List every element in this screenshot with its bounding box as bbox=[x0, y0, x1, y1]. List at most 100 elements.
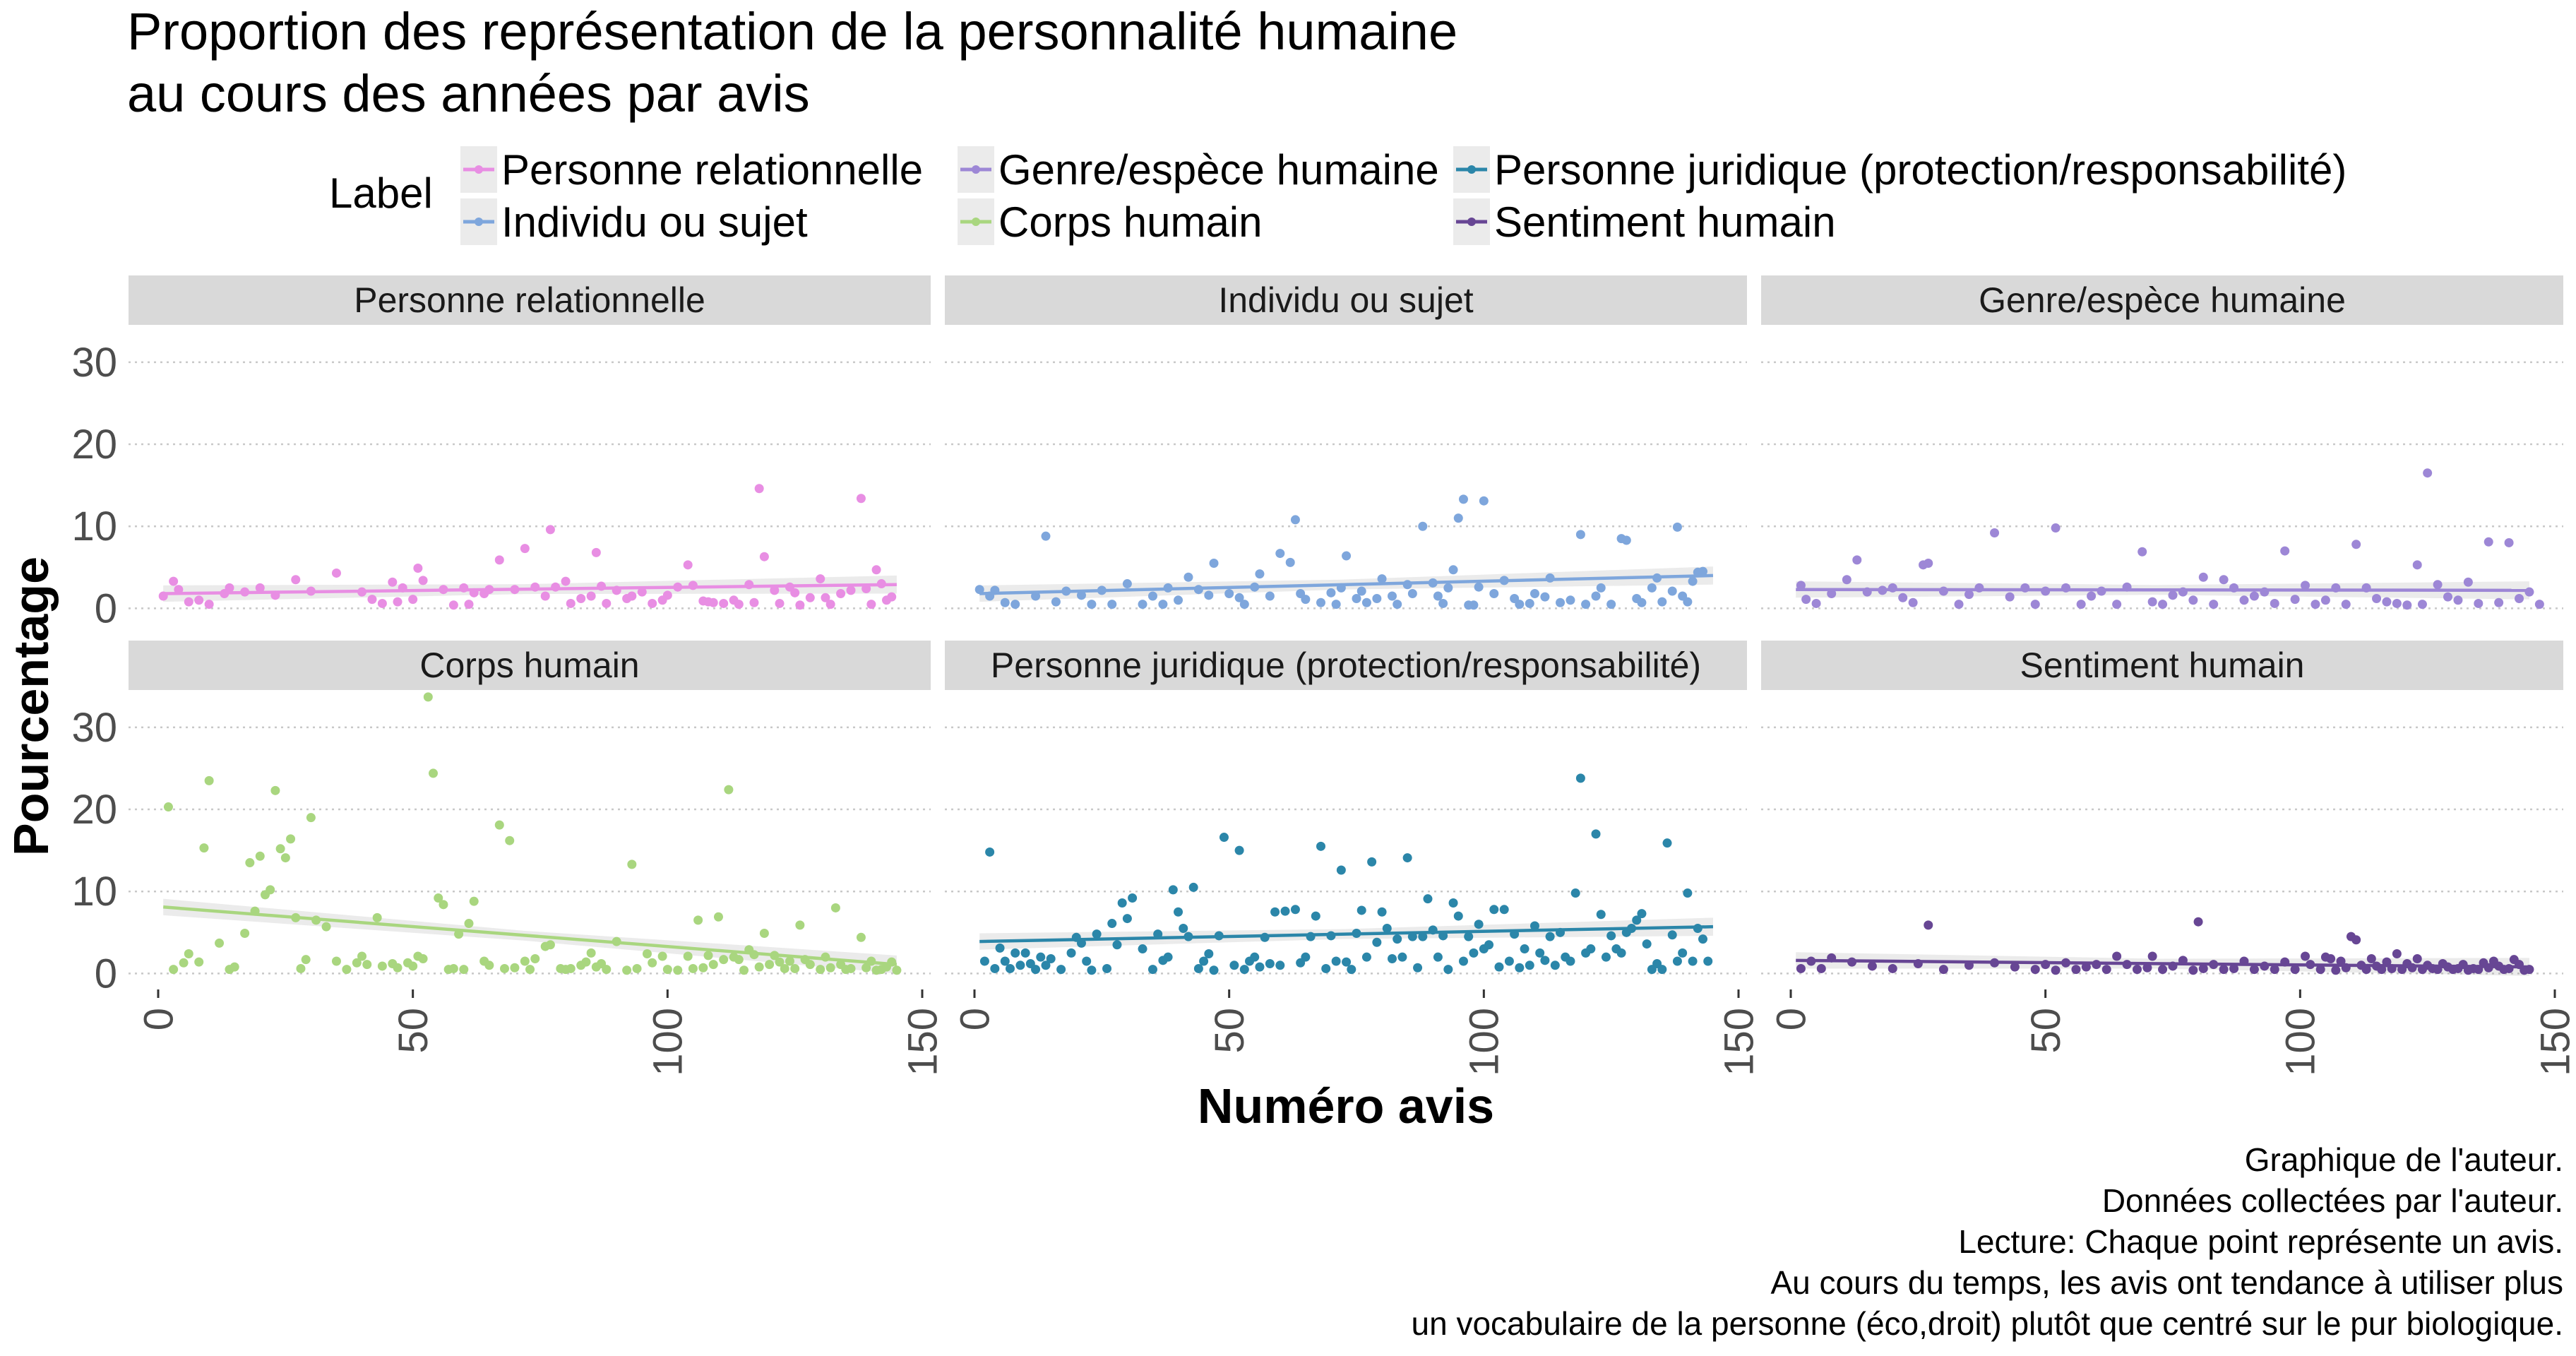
data-point bbox=[1632, 915, 1642, 925]
data-point bbox=[2219, 965, 2229, 975]
data-point bbox=[759, 928, 769, 938]
data-point bbox=[2142, 963, 2152, 973]
data-point bbox=[2423, 468, 2433, 478]
data-point bbox=[1688, 956, 1698, 966]
data-point bbox=[2504, 537, 2514, 547]
data-point bbox=[1393, 934, 1402, 944]
data-point bbox=[1290, 515, 1300, 525]
data-point bbox=[2239, 595, 2249, 605]
data-point bbox=[225, 583, 234, 593]
data-point bbox=[1107, 600, 1117, 609]
data-point bbox=[866, 600, 876, 609]
data-point bbox=[1316, 841, 1326, 851]
data-point bbox=[1179, 924, 1188, 934]
data-point bbox=[1361, 597, 1371, 607]
data-point bbox=[1204, 590, 1214, 600]
data-point bbox=[1443, 965, 1453, 975]
data-point bbox=[1270, 907, 1280, 917]
data-point bbox=[1229, 961, 1239, 970]
data-point bbox=[352, 958, 362, 968]
chart-caption: Graphique de l'auteur. Données collectée… bbox=[1412, 1141, 2563, 1342]
data-point bbox=[1489, 905, 1499, 915]
data-point bbox=[1535, 948, 1545, 958]
data-point bbox=[1092, 929, 1102, 939]
data-point bbox=[1224, 588, 1234, 598]
data-point bbox=[1265, 591, 1275, 601]
data-point bbox=[229, 962, 239, 972]
data-point bbox=[1591, 591, 1601, 601]
data-point bbox=[494, 555, 504, 565]
data-point bbox=[270, 785, 280, 795]
data-point bbox=[1280, 906, 1290, 916]
data-point bbox=[321, 922, 331, 932]
data-point bbox=[296, 963, 306, 973]
data-point bbox=[169, 576, 179, 586]
data-point bbox=[1469, 948, 1479, 958]
facet-strip-label: Corps humain bbox=[419, 646, 639, 685]
data-point bbox=[1418, 521, 1428, 531]
data-point bbox=[795, 920, 805, 930]
data-point bbox=[790, 588, 800, 597]
data-point bbox=[1382, 924, 1392, 934]
data-point bbox=[2320, 595, 2330, 605]
x-tick-label: 50 bbox=[2023, 1008, 2069, 1054]
facet-strip bbox=[1761, 275, 2563, 325]
legend-label: Sentiment humain bbox=[1494, 198, 1836, 246]
data-point bbox=[1575, 530, 1585, 540]
x-tick-label: 0 bbox=[1768, 1008, 1814, 1030]
data-point bbox=[331, 568, 341, 578]
data-point bbox=[673, 965, 683, 975]
data-point bbox=[713, 912, 723, 922]
data-point bbox=[434, 893, 443, 903]
data-point bbox=[418, 953, 428, 963]
data-point bbox=[1066, 948, 1076, 958]
data-point bbox=[566, 963, 576, 973]
data-point bbox=[1020, 948, 1030, 958]
data-point bbox=[2158, 965, 2168, 975]
data-point bbox=[1443, 583, 1453, 593]
data-point bbox=[2270, 598, 2279, 608]
chart-title-line-1: Proportion des représentation de la pers… bbox=[127, 2, 1457, 61]
data-point bbox=[2443, 592, 2453, 602]
data-point bbox=[825, 963, 835, 973]
data-point bbox=[464, 919, 474, 929]
data-point bbox=[754, 484, 764, 494]
data-point bbox=[1908, 597, 1918, 607]
data-point bbox=[1556, 597, 1566, 607]
data-point bbox=[2474, 598, 2483, 608]
trend-line bbox=[163, 905, 898, 966]
facet-panel: Genre/espèce humaine bbox=[1761, 275, 2563, 610]
data-point bbox=[734, 600, 744, 609]
legend-key-point bbox=[1467, 218, 1476, 226]
data-point bbox=[1672, 956, 1682, 966]
data-point bbox=[719, 955, 729, 965]
data-point bbox=[995, 943, 1005, 953]
data-point bbox=[1087, 965, 1097, 975]
data-point bbox=[708, 960, 718, 970]
data-point bbox=[1387, 953, 1397, 963]
data-point bbox=[979, 956, 989, 966]
data-point bbox=[581, 957, 591, 967]
data-point bbox=[1031, 965, 1041, 975]
legend-key-point bbox=[1467, 165, 1476, 174]
data-point bbox=[1698, 566, 1708, 576]
data-point bbox=[1311, 911, 1320, 921]
data-point bbox=[754, 962, 764, 972]
legend-entry: Personne juridique (protection/responsab… bbox=[1453, 146, 2347, 194]
data-point bbox=[342, 965, 352, 975]
data-point bbox=[2382, 597, 2392, 607]
data-point bbox=[245, 858, 255, 868]
data-point bbox=[2392, 598, 2402, 608]
data-point bbox=[2030, 600, 2040, 609]
data-point bbox=[1515, 600, 1525, 609]
data-point bbox=[2351, 935, 2361, 945]
data-point bbox=[2361, 965, 2371, 975]
data-point bbox=[1566, 956, 1575, 966]
data-point bbox=[2336, 956, 2346, 966]
data-point bbox=[1082, 956, 1092, 966]
data-point bbox=[1372, 593, 1382, 603]
data-point bbox=[1575, 773, 1585, 783]
data-point bbox=[1688, 576, 1698, 586]
y-axis-label: Pourcentage bbox=[4, 557, 59, 856]
data-point bbox=[525, 965, 535, 975]
